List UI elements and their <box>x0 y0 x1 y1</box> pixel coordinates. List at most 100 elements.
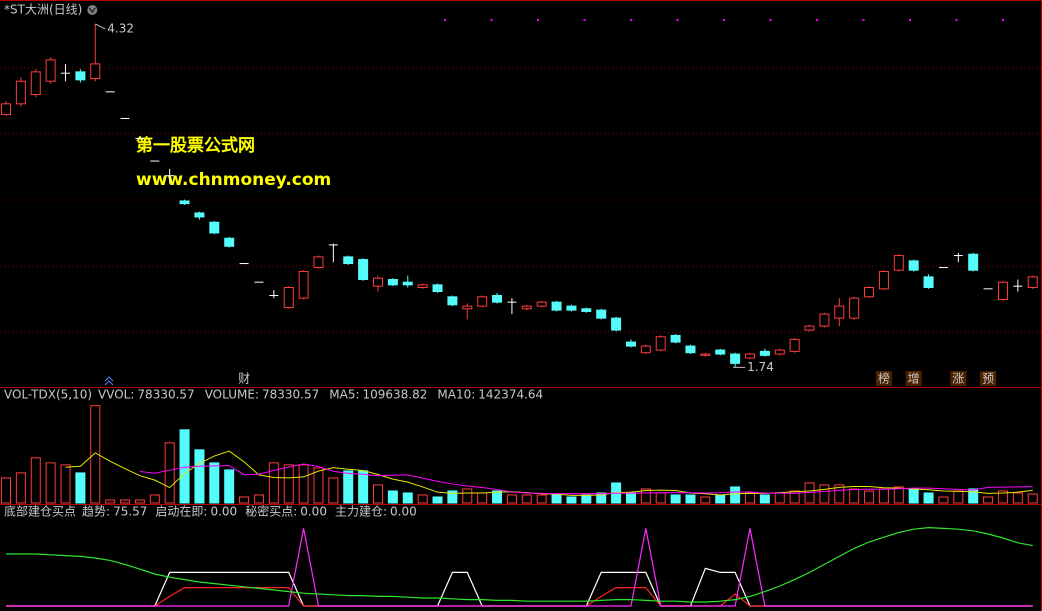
candle-body <box>581 308 592 312</box>
volume-bar <box>536 494 547 504</box>
volume-bar <box>968 488 979 504</box>
marker: 预 <box>982 372 994 386</box>
volume-bar <box>492 490 503 504</box>
menu-icon <box>88 7 96 13</box>
volume-bar <box>923 492 934 504</box>
volume-bar <box>506 494 517 504</box>
candle-body <box>75 71 86 81</box>
volume-bar <box>298 464 309 504</box>
header-text: 启动在即: <box>155 505 207 519</box>
signal-dot <box>723 19 725 21</box>
watermark: www.chnmoney.com <box>136 170 331 190</box>
candle-body <box>685 345 696 354</box>
volume-bar <box>774 492 785 504</box>
marker: 增 <box>908 372 920 386</box>
volume-bar <box>715 494 726 504</box>
candle-body <box>596 309 607 319</box>
volume-bar <box>521 494 532 504</box>
candle-body <box>789 338 800 352</box>
volume-bar <box>417 494 428 504</box>
signal-dot <box>444 19 446 21</box>
indicator-line <box>6 528 1033 607</box>
header-text: 秘密买点: <box>245 504 297 519</box>
candle-body <box>774 349 785 355</box>
volume-bar <box>402 492 413 504</box>
candle-body <box>759 350 770 356</box>
candle-body <box>1027 276 1038 289</box>
signal-dot <box>490 19 493 21</box>
candle-body <box>551 301 562 311</box>
volume-bar <box>313 467 324 504</box>
candle-body <box>179 200 190 205</box>
signal-dot <box>769 19 772 21</box>
candle-body <box>878 271 889 290</box>
volume-bar <box>253 494 264 504</box>
header-text: VOLUME: <box>205 388 259 402</box>
candle-body <box>834 305 845 319</box>
volume-bar <box>209 462 220 504</box>
candle-body <box>625 341 636 347</box>
volume-bar <box>581 494 592 504</box>
candle-body <box>343 256 354 265</box>
volume-bar <box>834 484 845 504</box>
header-text: 142374.64 <box>478 388 543 402</box>
header-text: 0.00 <box>210 505 237 519</box>
volume-bar <box>268 462 279 504</box>
candle-body <box>209 221 220 234</box>
candle-body <box>15 80 26 105</box>
candle-body <box>640 345 651 354</box>
signal-dot <box>1002 19 1004 21</box>
signal-dot <box>537 19 539 21</box>
volume-bar <box>224 469 235 504</box>
header-text: 主力建仓: <box>335 505 387 519</box>
volume-bar <box>700 496 711 504</box>
volume-bar <box>997 490 1008 504</box>
header-text: 底部建仓买点 <box>4 504 76 519</box>
candle-body <box>819 313 830 327</box>
header-text: 0.00 <box>390 505 417 519</box>
header-text: MA10: <box>437 388 475 402</box>
volume-bar <box>566 496 577 504</box>
candle-body <box>298 271 309 299</box>
volume-bar <box>358 470 369 504</box>
volume-bar <box>179 429 190 504</box>
header-text: 78330.57 <box>137 388 194 402</box>
signal-dot <box>816 19 818 21</box>
candle-body <box>849 297 860 319</box>
volume-bar <box>640 488 651 504</box>
header-text: VOL-TDX(5,10) <box>4 388 92 402</box>
volume-bar <box>283 464 294 504</box>
marker-box <box>905 371 922 386</box>
menu-icon <box>87 5 98 15</box>
volume-bar <box>194 449 205 504</box>
volume-bar <box>60 464 71 504</box>
volume-bar <box>878 488 889 504</box>
candle-body <box>417 284 428 289</box>
candle-body <box>462 305 473 310</box>
header-text: MA5: <box>329 388 359 402</box>
volume-bar <box>120 499 131 504</box>
candle-body <box>447 296 458 306</box>
volume-bar <box>685 494 696 504</box>
volume-bar <box>387 490 398 504</box>
marker-box <box>950 371 967 386</box>
candle-body <box>387 279 398 286</box>
signal-icon <box>104 376 114 386</box>
marker: 榜 <box>878 371 890 386</box>
candle-body <box>908 260 919 271</box>
header-text: VVOL: <box>98 388 134 402</box>
candle-body <box>90 63 101 80</box>
volume-bar <box>447 490 458 504</box>
marker-box <box>980 371 997 386</box>
max-label: 4.32 <box>107 21 134 35</box>
candle-body <box>923 276 934 289</box>
volume-bar <box>953 490 964 504</box>
indicator-line <box>6 526 1033 603</box>
volume-bar <box>596 492 607 504</box>
volume-bar <box>1012 492 1023 504</box>
candle-body <box>730 353 741 364</box>
volume-bar <box>105 499 116 504</box>
